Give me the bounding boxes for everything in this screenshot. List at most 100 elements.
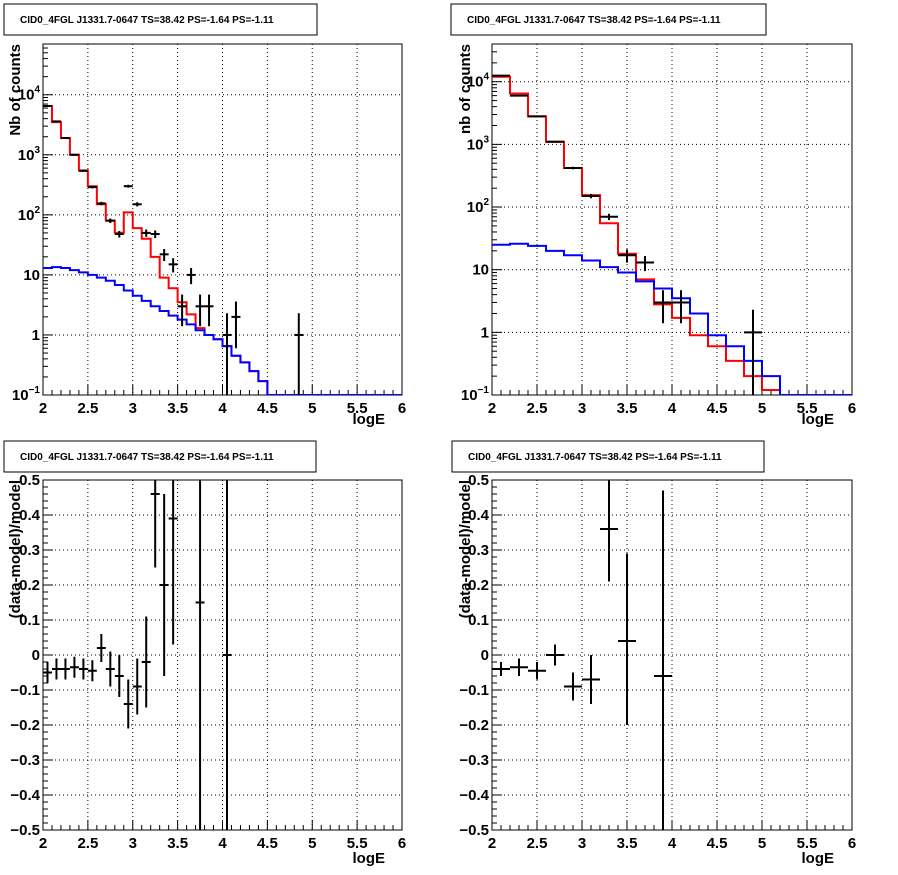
- y-axis-label: (data-model)/model: [457, 480, 474, 618]
- x-tick-label: 4.5: [257, 400, 278, 417]
- y-axis-label: nb of counts: [457, 44, 474, 134]
- data-point: [159, 248, 169, 262]
- data-point: [60, 137, 70, 140]
- title-box: [3, 440, 317, 473]
- x-tick-label: 3: [578, 835, 586, 852]
- x-tick-label: 3.5: [617, 835, 638, 852]
- data-point: [60, 658, 70, 680]
- data-point: [114, 230, 124, 238]
- x-tick-label: 2: [39, 400, 47, 417]
- data-point: [204, 294, 214, 327]
- data-point: [222, 480, 232, 830]
- plot-data: [492, 74, 852, 395]
- data-point: [195, 294, 205, 327]
- y-tick-label: 103: [467, 134, 490, 153]
- chart-title: CID0_4FGL J1331.7-0647 TS=38.42 PS=-1.64…: [468, 452, 722, 463]
- y-tick-label: 10: [472, 262, 489, 279]
- y-tick-label: 0.1: [468, 612, 489, 629]
- data-point: [51, 120, 61, 123]
- x-tick-label: 4: [668, 400, 677, 417]
- x-tick-label: 2.5: [77, 400, 98, 417]
- data-point: [528, 115, 546, 118]
- data-point: [195, 480, 205, 830]
- data-point: [177, 294, 187, 327]
- data-point: [618, 553, 636, 725]
- y-tick-label: −0.3: [459, 752, 489, 769]
- series-line: [43, 104, 402, 395]
- x-tick-label: 3.5: [617, 400, 638, 417]
- data-point: [492, 662, 510, 676]
- y-tick-label: −0.2: [459, 717, 489, 734]
- data-point: [96, 201, 106, 206]
- data-point: [114, 655, 124, 697]
- data-point: [43, 104, 52, 107]
- x-tick-label: 3.5: [167, 400, 188, 417]
- data-point: [96, 634, 106, 662]
- data-point: [510, 658, 528, 676]
- data-point: [222, 313, 232, 395]
- data-point: [168, 480, 178, 645]
- data-point: [87, 660, 97, 682]
- x-tick-label: 2: [488, 400, 496, 417]
- data-point: [168, 258, 178, 273]
- data-point: [582, 193, 600, 199]
- data-point: [132, 658, 142, 715]
- data-point: [105, 651, 115, 687]
- y-tick-label: 10−1: [12, 385, 41, 404]
- x-tick-label: 5.5: [347, 400, 368, 417]
- y-tick-label: 0.5: [468, 472, 489, 489]
- x-tick-label: 4.5: [257, 835, 278, 852]
- x-tick-label: 6: [848, 400, 856, 417]
- x-tick-label: 3: [129, 835, 137, 852]
- x-tick-label: 2: [39, 835, 47, 852]
- data-point: [672, 290, 690, 324]
- x-tick-label: 4.5: [707, 835, 728, 852]
- x-axis-label: logE: [353, 850, 386, 867]
- data-point: [654, 490, 672, 830]
- x-tick-label: 4: [668, 835, 677, 852]
- x-tick-label: 5: [758, 835, 766, 852]
- chart-panel-1: CID0_4FGL J1331.7-0647 TS=38.42 PS=-1.64…: [3, 3, 406, 428]
- data-point: [123, 679, 133, 729]
- y-tick-label: 102: [467, 197, 490, 216]
- y-axis-label: (data-model)/model: [7, 480, 24, 618]
- x-axis-label: logE: [353, 411, 386, 428]
- y-tick-label: −0.2: [10, 717, 40, 734]
- x-tick-label: 5: [308, 835, 316, 852]
- data-point: [141, 616, 151, 708]
- x-tick-label: 4.5: [707, 400, 728, 417]
- y-tick-label: 103: [18, 145, 41, 164]
- data-point: [618, 249, 636, 263]
- title-box: [3, 3, 318, 36]
- data-point: [123, 184, 133, 188]
- y-tick-label: −0.4: [10, 787, 40, 804]
- y-tick-label: −0.3: [10, 752, 40, 769]
- data-point: [43, 662, 52, 683]
- chart-panel-2: CID0_4FGL J1331.7-0647 TS=38.42 PS=-1.64…: [450, 3, 856, 428]
- data-point: [510, 94, 528, 97]
- y-tick-label: 104: [467, 72, 490, 91]
- data-point: [294, 313, 304, 395]
- x-tick-label: 4: [218, 400, 227, 417]
- x-tick-label: 5.5: [797, 835, 818, 852]
- chart-title: CID0_4FGL J1331.7-0647 TS=38.42 PS=-1.64…: [20, 15, 274, 26]
- data-point: [582, 655, 600, 704]
- x-tick-label: 5: [758, 400, 766, 417]
- x-tick-label: 2.5: [527, 835, 548, 852]
- x-axis-label: logE: [802, 850, 835, 867]
- data-point: [600, 480, 618, 582]
- y-tick-label: 0.2: [19, 577, 40, 594]
- y-tick-label: −0.1: [459, 682, 489, 699]
- x-axis-label: logE: [802, 411, 835, 428]
- series-line: [43, 266, 402, 395]
- data-point: [564, 166, 582, 170]
- data-point: [150, 230, 160, 239]
- y-tick-label: 10−1: [461, 385, 490, 404]
- data-point: [159, 494, 169, 676]
- y-tick-label: 0.2: [468, 577, 489, 594]
- y-tick-label: 0.1: [19, 612, 40, 629]
- title-box: [450, 3, 767, 36]
- data-point: [141, 229, 151, 237]
- x-tick-label: 2.5: [527, 400, 548, 417]
